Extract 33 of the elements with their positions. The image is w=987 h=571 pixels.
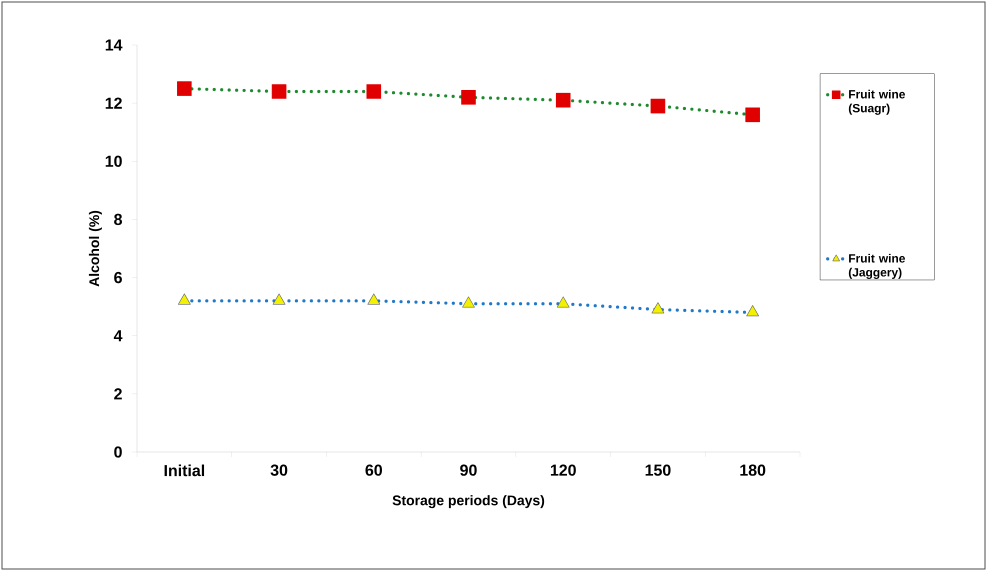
point	[178, 294, 191, 305]
point	[556, 296, 570, 308]
point	[272, 294, 286, 305]
x-tick-label: 30	[270, 464, 288, 476]
x-tick-label: Initial	[164, 464, 204, 476]
x-tick-label: 150	[646, 464, 671, 476]
point	[652, 302, 664, 314]
point	[177, 81, 192, 96]
y-tick-label: 6	[114, 272, 122, 284]
y-tick-label: 4	[114, 330, 122, 342]
point	[556, 92, 571, 108]
point	[367, 294, 380, 305]
y-tick-label: 0	[114, 446, 122, 458]
x-tick-label: 60	[366, 464, 382, 476]
y-tick-label: 14	[106, 40, 122, 50]
point	[366, 84, 382, 99]
y-tick-label: 12	[106, 98, 122, 109]
y-tick-label: 10	[106, 156, 122, 167]
legend-label: Fruit wine (Jaggery)	[848, 254, 905, 279]
point	[272, 84, 286, 99]
y-axis-title: Alcohol (%)	[88, 210, 102, 287]
x-axis-title: Storage periods (Days)	[392, 495, 544, 508]
x-tick-label: 120	[550, 464, 576, 476]
point	[746, 305, 760, 316]
y-tick-label: 8	[114, 214, 122, 226]
point	[745, 107, 760, 122]
x-tick-label: 90	[460, 464, 477, 476]
y-tick-label: 2	[114, 388, 122, 400]
point	[462, 296, 475, 308]
x-tick-label: 180	[740, 464, 766, 476]
point	[650, 98, 666, 114]
legend-label: Fruit wine (Suagr)	[848, 90, 905, 115]
point	[461, 90, 476, 105]
